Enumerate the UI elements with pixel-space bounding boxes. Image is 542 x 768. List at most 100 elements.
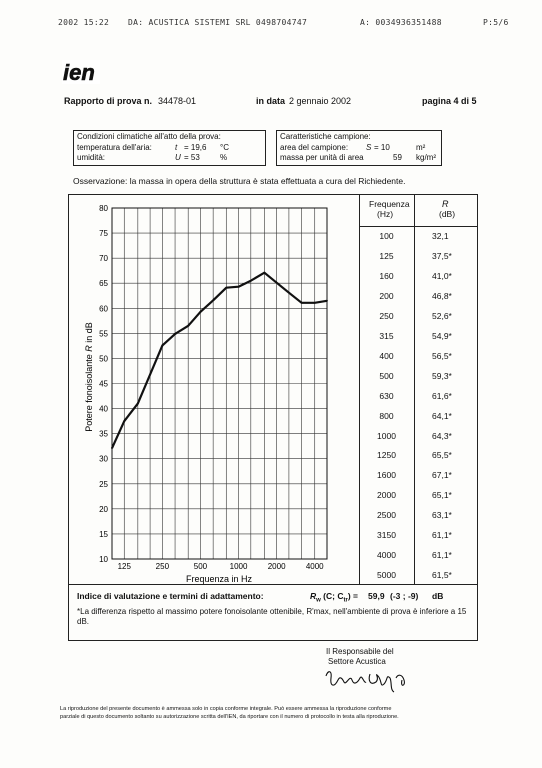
signature-line1: Il Responsabile del <box>326 647 394 656</box>
svg-text:ien: ien <box>63 60 95 84</box>
y-tick-labels: 10 15 20 25 30 35 40 45 50 55 60 65 70 75 80 <box>99 204 108 564</box>
table-cell-r: 64,1* <box>432 410 452 421</box>
climate-title: Condizioni climatiche all'atto della pro… <box>77 132 221 141</box>
y-tick-label: 75 <box>99 229 108 238</box>
x-axis-label: Frequenza in Hz <box>186 574 253 584</box>
x-tick-label: 125 <box>118 562 132 571</box>
x-tick-labels: 125 250 500 1000 2000 4000 <box>118 562 325 571</box>
table-cell-frequency: 4000 <box>377 550 396 561</box>
data-point <box>187 324 190 327</box>
index-value: 59,9 <box>368 591 385 601</box>
x-tick-label: 250 <box>156 562 170 571</box>
table-cell-r: 61,1* <box>432 550 452 561</box>
y-tick-label: 35 <box>99 430 108 439</box>
fax-datetime: 2002 15:22 <box>58 18 110 27</box>
freq-unit: (Hz) <box>377 209 394 219</box>
plot-area <box>111 207 328 560</box>
table-cell-r: 65,5* <box>432 450 452 461</box>
table-cell-r: 52,6* <box>432 310 452 321</box>
chart-grid <box>111 207 328 560</box>
signature-line2: Settore Acustica <box>328 657 386 666</box>
sound-insulation-chart: Potere fonoisolante R in dB Frequenza in… <box>84 204 328 584</box>
data-point <box>237 285 240 288</box>
y-tick-label: 55 <box>99 329 108 338</box>
table-cell-r: 56,5* <box>432 350 452 361</box>
report-page: pagina 4 di 5 <box>422 96 477 106</box>
data-point <box>225 286 228 289</box>
table-cell-frequency: 2500 <box>377 510 396 521</box>
table-cell-r: 37,5* <box>432 250 452 261</box>
index-divider <box>68 584 478 585</box>
report-number: 34478-01 <box>158 96 197 106</box>
fax-to: A: 0034936351488 <box>360 18 442 27</box>
table-cell-r: 64,3* <box>432 430 452 441</box>
x-tick-label: 500 <box>194 562 208 571</box>
table-header-divider <box>359 226 478 227</box>
hum-value: = 53 <box>184 153 200 162</box>
table-cell-frequency: 200 <box>379 290 394 301</box>
table-cell-frequency: 400 <box>379 350 394 361</box>
data-point <box>249 279 252 282</box>
temp-symbol: t <box>175 143 178 152</box>
y-tick-label: 40 <box>99 405 108 414</box>
data-point <box>123 420 126 423</box>
y-tick-label: 80 <box>99 204 108 213</box>
index-formula: Rw (C; Ctr) = <box>310 591 358 604</box>
report-date-label: in data <box>256 96 286 106</box>
data-point <box>199 310 202 313</box>
data-point <box>275 281 278 284</box>
y-tick-label: 70 <box>99 254 108 263</box>
report-number-label: Rapporto di prova n. <box>64 96 153 106</box>
y-axis-label: Potere fonoisolante R in dB <box>84 322 94 432</box>
index-unit: dB <box>432 591 444 601</box>
data-point <box>174 332 176 335</box>
x-tick-label: 2000 <box>268 562 286 571</box>
table-cell-frequency: 3150 <box>377 530 396 541</box>
data-point <box>313 301 316 304</box>
y-tick-label: 45 <box>99 380 108 389</box>
footer-line2: parziale di questo documento soltanto su… <box>60 714 399 720</box>
area-unit: m² <box>416 143 426 152</box>
hum-label: umidità: <box>77 153 106 162</box>
fax-page: P:5/6 <box>483 18 509 27</box>
index-terms: (-3 ; -9) <box>390 591 419 601</box>
data-point <box>136 402 139 405</box>
area-value: = 10 <box>374 143 390 152</box>
table-cell-frequency: 315 <box>379 330 394 341</box>
observation-text: Osservazione: la massa in opera della st… <box>73 176 406 186</box>
table-cell-r: 63,1* <box>432 510 452 521</box>
ien-logo: ien <box>62 60 100 89</box>
table-cell-r: 32,1 <box>432 231 449 241</box>
index-note: *La differenza rispetto al massimo poter… <box>77 607 467 626</box>
table-cell-r: 54,9* <box>432 330 452 341</box>
index-label: Indice di valutazione e termini di adatt… <box>77 591 264 601</box>
mass-label: massa per unità di area <box>280 153 364 162</box>
data-point <box>326 299 328 302</box>
y-tick-label: 50 <box>99 354 108 363</box>
temp-value: = 19,6 <box>184 143 207 152</box>
r-unit: (dB) <box>439 209 456 219</box>
table-cell-r: 46,8* <box>432 290 452 301</box>
report-date: 2 gennaio 2002 <box>289 96 352 106</box>
data-point <box>212 299 215 302</box>
data-point <box>300 301 303 304</box>
table-cell-r: 61,1* <box>432 530 452 541</box>
table-cell-frequency: 250 <box>379 310 394 321</box>
r-header: R <box>442 199 449 209</box>
sample-box <box>276 130 442 166</box>
y-tick-label: 25 <box>99 480 108 489</box>
hum-unit: % <box>220 153 228 162</box>
data-point <box>288 291 290 294</box>
data-point <box>263 271 266 274</box>
table-cell-frequency: 2000 <box>377 490 396 501</box>
y-tick-label: 15 <box>99 530 108 539</box>
y-tick-label: 60 <box>99 304 108 313</box>
hum-symbol: U <box>175 153 181 162</box>
data-point <box>149 373 151 376</box>
results-frame <box>68 194 478 641</box>
table-cell-frequency: 800 <box>379 410 394 421</box>
temp-unit: °C <box>220 143 229 152</box>
fax-from: DA: ACUSTICA SISTEMI SRL 0498704747 <box>128 18 308 27</box>
table-mid-border <box>414 194 415 585</box>
data-point <box>161 344 164 347</box>
